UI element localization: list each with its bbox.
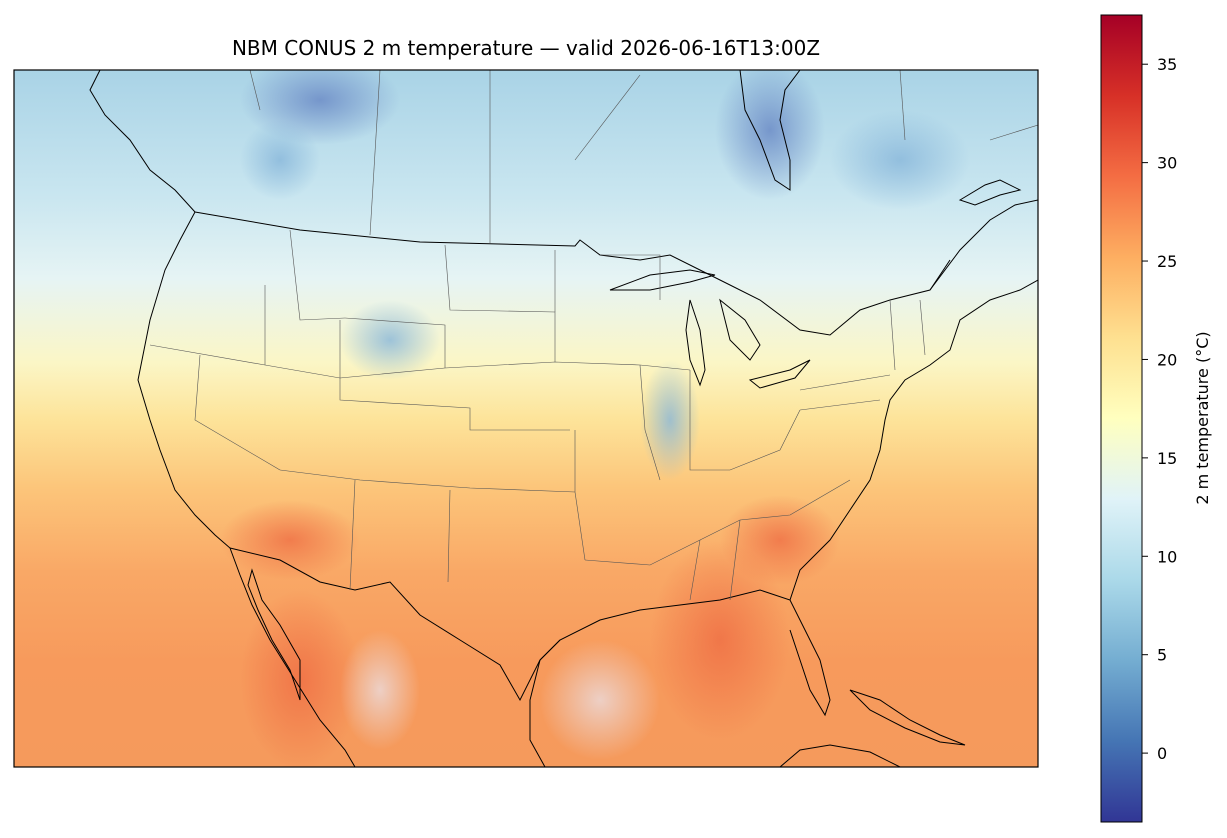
colorbar-tick-label: 10	[1157, 547, 1177, 566]
colorbar-tick-label: 20	[1157, 350, 1177, 369]
colorbar-label: 2 m temperature (°C)	[1193, 331, 1212, 504]
map-title: NBM CONUS 2 m temperature — valid 2026-0…	[231, 36, 821, 60]
colorbar-tick-label: 35	[1157, 55, 1177, 74]
temperature-field	[14, 70, 1038, 767]
colorbar-tick-label: 15	[1157, 449, 1177, 468]
colorbar-ticks: 0 5 10 15 20 25 30 35	[1142, 55, 1177, 763]
colorbar-tick-label: 30	[1157, 154, 1177, 173]
map-frame	[13, 69, 1039, 768]
colorbar-scale	[1100, 14, 1143, 823]
state-borders	[149, 70, 1038, 601]
colorbar-tick-label: 25	[1157, 252, 1177, 271]
colorbar-tick-label: 0	[1157, 744, 1167, 763]
coastlines	[89, 70, 1038, 767]
colorbar-tick-label: 5	[1157, 646, 1167, 665]
